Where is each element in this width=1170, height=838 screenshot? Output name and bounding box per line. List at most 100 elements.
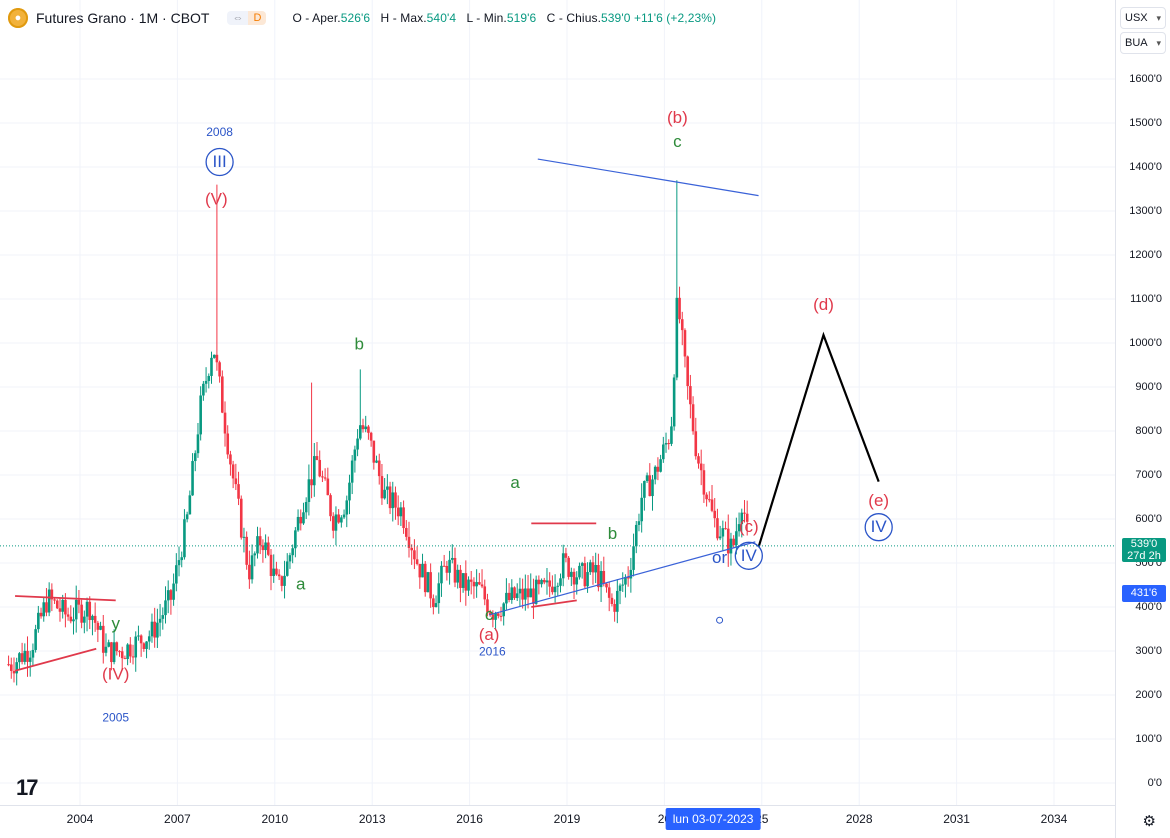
- unit-label: BUA: [1125, 37, 1148, 49]
- candle-body: [553, 586, 557, 593]
- wave-label: b: [608, 524, 617, 543]
- candle-body: [234, 478, 238, 485]
- candle-body: [570, 571, 573, 577]
- candle-body: [91, 615, 94, 621]
- delay-badge[interactable]: D: [248, 11, 267, 25]
- y-tick-label: 1300'0: [1129, 205, 1162, 217]
- candle-body: [64, 599, 67, 615]
- candle-body: [610, 597, 614, 604]
- candle-body: [626, 577, 630, 579]
- candle-body: [578, 565, 581, 578]
- candle-body: [175, 565, 178, 584]
- candle-body: [513, 587, 516, 599]
- candle-body: [532, 588, 535, 604]
- candle-body: [667, 443, 671, 445]
- candle-body: [710, 499, 714, 511]
- candle-body: [588, 562, 592, 573]
- high-value: 540'4: [426, 11, 457, 25]
- crosshair-price-tag: 431'6: [1122, 585, 1166, 603]
- candle-body: [507, 592, 511, 600]
- y-tick-label: 400'0: [1135, 601, 1162, 613]
- gear-icon[interactable]: ⚙: [1142, 813, 1156, 830]
- candle-body: [605, 583, 608, 588]
- status-badges[interactable]: ⇔ D: [227, 11, 267, 25]
- candle-body: [467, 579, 470, 591]
- y-tick-label: 600'0: [1135, 513, 1162, 525]
- candle-body: [18, 653, 21, 663]
- wave-label: a: [510, 473, 520, 492]
- candle-body: [166, 590, 170, 601]
- candle-body: [334, 514, 338, 531]
- compare-badge[interactable]: ⇔: [227, 11, 249, 25]
- candle-body: [591, 562, 595, 573]
- candle-body: [147, 636, 151, 642]
- candle-body: [294, 530, 297, 549]
- x-tick-label: 2034: [1040, 812, 1068, 826]
- candle-body: [372, 440, 376, 463]
- x-tick-label: 2007: [164, 812, 191, 826]
- currency-dropdown[interactable]: USX ▾: [1120, 7, 1166, 29]
- candle-body: [99, 625, 102, 630]
- candle-body: [221, 376, 224, 413]
- candle-body: [267, 542, 270, 555]
- candle-body: [464, 573, 468, 591]
- candle-body: [34, 629, 37, 650]
- wave-label: 2016: [479, 644, 506, 658]
- candle-body: [331, 516, 335, 531]
- ohlc-legend: O - Aper.526'6 H - Max.540'4 L - Min.519…: [292, 11, 716, 25]
- trendline: [14, 647, 97, 672]
- y-tick-label: 700'0: [1135, 469, 1162, 481]
- chart-grid: [0, 0, 1115, 805]
- candle-body: [283, 575, 286, 586]
- candle-body: [250, 555, 254, 580]
- candle-body: [724, 528, 727, 530]
- trendline: [531, 599, 577, 608]
- tradingview-logo[interactable]: 17: [16, 775, 39, 800]
- candle-body: [277, 574, 281, 577]
- change-value: +11'6 (+2,23%): [633, 11, 717, 25]
- candle-body: [713, 510, 717, 519]
- candle-body: [188, 495, 192, 515]
- candle-body: [423, 563, 427, 593]
- candle-body: [421, 563, 424, 578]
- candle-body: [718, 536, 722, 539]
- candle-body: [396, 507, 400, 517]
- y-tick-label: 900'0: [1135, 381, 1162, 393]
- x-tick-label: 2013: [358, 812, 386, 826]
- wave-label: 2005: [102, 710, 129, 724]
- candle-body: [480, 584, 484, 587]
- candle-body: [177, 560, 181, 566]
- candle-body: [367, 426, 370, 433]
- candle-body: [158, 618, 162, 623]
- candle-body: [50, 589, 54, 600]
- wave-label: c: [673, 132, 682, 151]
- unit-dropdown[interactable]: BUA ▾: [1120, 32, 1166, 54]
- candle-body: [486, 599, 489, 613]
- candle-body: [448, 559, 451, 573]
- candle-body: [402, 507, 405, 529]
- candle-body: [648, 475, 652, 497]
- candle-body: [478, 582, 481, 585]
- candle-body: [80, 604, 83, 623]
- symbol-title[interactable]: Futures Grano · 1M · CBOT: [36, 10, 210, 26]
- candle-body: [599, 571, 603, 588]
- candle-body: [672, 377, 676, 427]
- wave-label: b: [354, 335, 363, 354]
- candle-body: [137, 635, 140, 637]
- candle-body: [313, 456, 316, 486]
- candle-body: [193, 453, 197, 462]
- open-value: 526'6: [340, 11, 371, 25]
- x-tick-label: 2004: [66, 812, 94, 826]
- wave-label: (V): [205, 189, 228, 208]
- candle-body: [708, 499, 711, 501]
- candle-body: [732, 538, 735, 546]
- candle-body: [45, 602, 48, 613]
- candle-body: [231, 464, 235, 479]
- candle-body: [112, 642, 116, 663]
- x-tick-label: 2016: [456, 812, 483, 826]
- candle-body: [369, 432, 373, 441]
- candle-body: [488, 612, 492, 615]
- candle-body: [23, 650, 27, 662]
- candle-body: [678, 297, 681, 320]
